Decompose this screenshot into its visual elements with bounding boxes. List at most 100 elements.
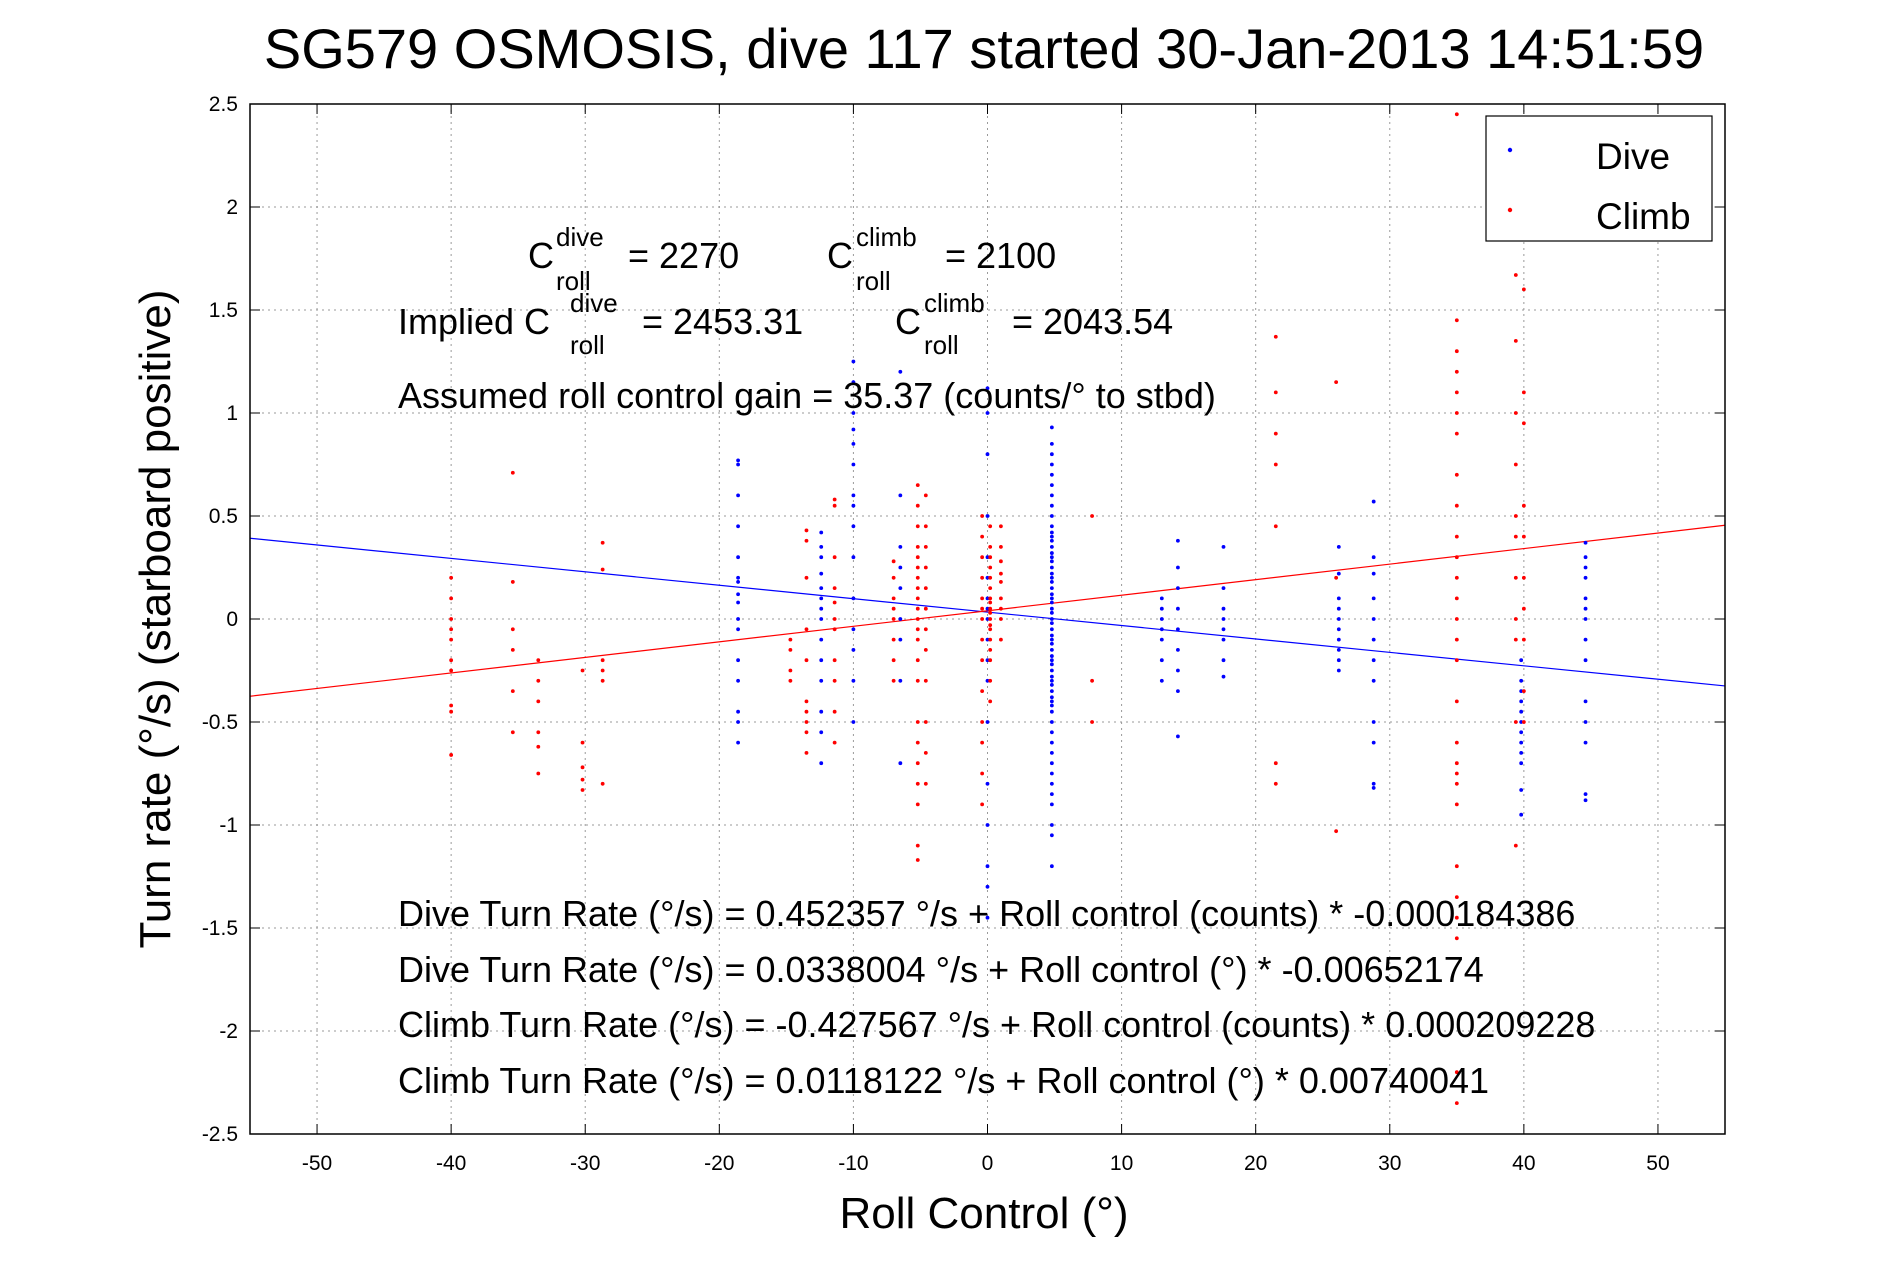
legend-dive-label: Dive (1596, 136, 1670, 177)
x-tick-label-0: -50 (302, 1152, 332, 1175)
climb-point-11-9 (980, 689, 985, 693)
climb-point-1-4 (510, 689, 515, 693)
dive-point-1-9 (819, 658, 824, 663)
x-tick-label-9: 40 (1512, 1152, 1535, 1175)
implied-prefix: Implied C (398, 301, 550, 342)
dive-point-10-2 (1371, 571, 1376, 576)
dive-point-0-2 (736, 493, 740, 498)
dive-point-12-7 (1583, 637, 1588, 642)
climb-point-13-0 (999, 524, 1003, 529)
dive-point-10-5 (1371, 637, 1376, 642)
climb-point-17-1 (1454, 318, 1459, 323)
dive-point-11-0 (1519, 658, 1524, 663)
climb-point-7-9 (832, 709, 837, 714)
dive-point-5-27 (1049, 617, 1054, 621)
climb-point-12-0 (988, 524, 993, 529)
legend-dive-marker (1507, 147, 1513, 153)
climb-point-11-13 (980, 802, 985, 807)
implied-climb-sup: climb (924, 288, 985, 318)
dive-point-2-9 (851, 555, 856, 560)
climb-point-0-9 (449, 753, 454, 757)
climb-point-17-11 (1454, 575, 1459, 580)
dive-point-12-3 (1583, 575, 1588, 580)
dive-point-4-2 (985, 452, 990, 457)
climb-point-8-5 (891, 637, 896, 642)
dive-point-1-2 (819, 555, 824, 560)
dive-point-5-10 (1049, 530, 1054, 535)
dive-point-5-8 (1049, 514, 1054, 518)
climb-point-6-1 (804, 538, 809, 543)
climb-point-17-26 (1454, 1070, 1459, 1075)
climb-point-7-4 (832, 600, 837, 605)
climb-point-12-9 (988, 610, 993, 615)
climb-point-3-1 (580, 740, 585, 745)
dive-point-4-3 (985, 514, 990, 518)
climb-point-8-3 (891, 606, 896, 611)
climb-point-7-3 (832, 586, 837, 590)
climb-point-19-2 (1521, 421, 1526, 426)
climb-point-10-0 (923, 493, 928, 498)
dive-point-6-3 (1159, 627, 1164, 632)
climb-point-10-10 (923, 751, 928, 755)
climb-degrees-equation: Climb Turn Rate (°/s) = 0.0118122 °/s + … (398, 1060, 1489, 1101)
dive-point-5-34 (1049, 654, 1054, 658)
implied-climb-value: = 2043.54 (1012, 301, 1173, 342)
dive-point-2-7 (851, 503, 856, 508)
climb-point-17-13 (1454, 617, 1459, 621)
fit-lines (249, 524, 1726, 697)
climb-point-3-0 (580, 668, 585, 673)
dive-point-5-2 (1049, 452, 1054, 457)
dive-point-4-16 (985, 884, 990, 889)
dive-point-4-17 (985, 915, 990, 920)
dive-point-5-55 (1049, 823, 1054, 827)
dive-point-4-15 (985, 864, 990, 869)
x-tick-label-8: 30 (1378, 1152, 1401, 1175)
climb-point-6-0 (804, 528, 809, 533)
dive-point-1-8 (819, 637, 824, 642)
dive-point-5-0 (1049, 425, 1054, 430)
dive-point-5-49 (1049, 751, 1054, 755)
dive-point-1-5 (819, 596, 824, 601)
climb-point-17-12 (1454, 596, 1459, 601)
c-roll-dive-value: = 2270 (628, 235, 739, 276)
climb-point-10-8 (923, 678, 928, 683)
climb-point-0-7 (449, 703, 454, 708)
dive-point-0-13 (736, 709, 740, 714)
climb-point-12-1 (988, 545, 993, 549)
dive-point-5-28 (1049, 621, 1054, 626)
dive-point-5-6 (1049, 493, 1054, 498)
dive-point-10-9 (1371, 740, 1376, 745)
climb-point-18-0 (1513, 273, 1518, 277)
dive-point-0-0 (736, 458, 740, 463)
x-tick-label-7: 20 (1244, 1152, 1267, 1175)
dive-point-5-15 (1049, 555, 1054, 560)
dive-point-3-8 (898, 761, 903, 766)
dive-point-4-12 (985, 720, 990, 724)
dive-point-0-12 (736, 678, 740, 683)
dive-point-6-5 (1159, 658, 1164, 663)
climb-point-4-2 (600, 658, 605, 663)
dive-point-0-10 (736, 627, 740, 632)
y-tick-label-6: 0.5 (209, 505, 238, 528)
climb-point-17-21 (1454, 802, 1459, 807)
climb-point-11-8 (980, 658, 985, 663)
dive-point-5-51 (1049, 771, 1054, 776)
climb-point-9-11 (915, 627, 920, 632)
climb-point-18-5 (1513, 534, 1518, 539)
implied-climb-base: C (895, 301, 921, 342)
dive-point-5-26 (1049, 610, 1054, 615)
dive-point-5-42 (1049, 695, 1054, 700)
climb-point-7-5 (832, 617, 837, 621)
climb-point-15-0 (1273, 334, 1278, 339)
climb-point-11-1 (980, 534, 985, 539)
c-roll-dive-sup: dive (556, 222, 604, 252)
dive-point-9-1 (1336, 571, 1341, 576)
climb-point-11-0 (980, 514, 985, 518)
y-axis-label: Turn rate (°/s) (starboard positive) (131, 289, 180, 948)
dive-point-0-11 (736, 658, 740, 663)
climb-point-18-3 (1513, 462, 1518, 467)
dive-point-5-9 (1049, 524, 1054, 529)
climb-point-14-2 (1090, 720, 1094, 724)
dive-point-5-30 (1049, 633, 1054, 638)
dive-point-5-21 (1049, 586, 1054, 590)
